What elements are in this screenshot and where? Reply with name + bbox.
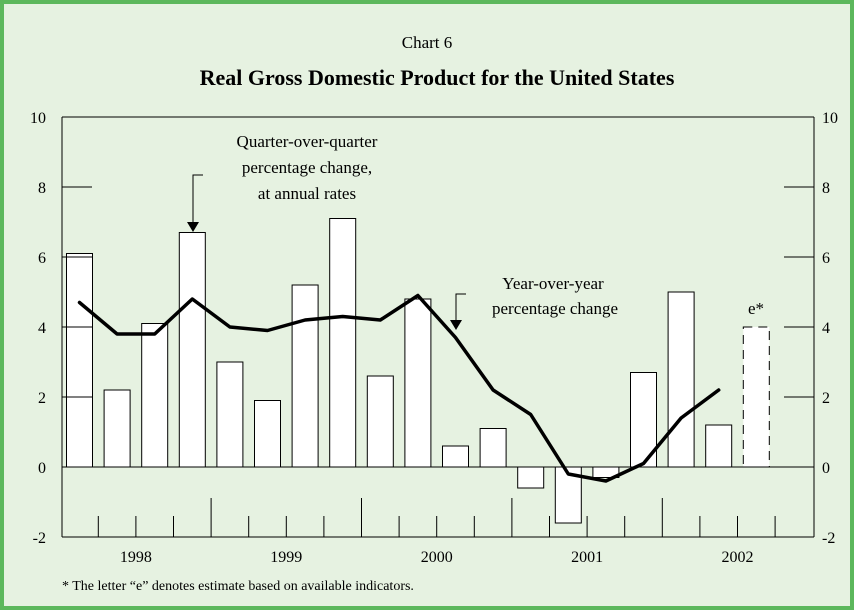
y-tick-label-left: 4 [38, 320, 46, 337]
line-annotation: Year-over-year percentage change [450, 274, 618, 330]
yoy-point [492, 389, 494, 391]
y-tick-label-right: 2 [822, 390, 830, 407]
y-tick-label-right: -2 [822, 530, 835, 547]
y-tick-label-left: 2 [38, 390, 46, 407]
bars-layer [66, 218, 770, 524]
yoy-point [417, 295, 419, 296]
y-tick-label-left: 0 [38, 460, 46, 477]
yoy-point [455, 337, 456, 338]
bar-label-leader [192, 174, 203, 224]
y-tick-label-right: 6 [822, 250, 830, 267]
y-tick-label-right: 4 [822, 320, 830, 337]
yoy-point [304, 319, 306, 321]
yoy-point [605, 480, 607, 482]
line-label-line-1: Year-over-year [502, 274, 604, 293]
bar-label-line-2: percentage change, [242, 158, 372, 177]
footnote: * The letter “e” denotes estimate based … [62, 579, 414, 594]
yoy-point [379, 319, 381, 321]
yoy-point [154, 333, 156, 335]
bar [329, 218, 357, 468]
estimate-marker: e* [748, 299, 764, 318]
bar-label-line-3: at annual rates [258, 184, 356, 203]
chart-title: Real Gross Domestic Product for the Unit… [200, 65, 675, 90]
y-tick-label-left: -2 [33, 530, 46, 547]
bar [254, 400, 281, 468]
bar [66, 253, 93, 468]
estimate-bar [742, 326, 770, 468]
yoy-point [342, 316, 344, 317]
line-layer [77, 293, 721, 483]
yoy-line [77, 293, 721, 483]
line-label-line-2: percentage change [492, 299, 618, 318]
yoy-point [116, 333, 118, 335]
yoy-point [79, 302, 80, 303]
bar [404, 298, 432, 468]
bar-label-line-1: Quarter-over-quarter [237, 132, 378, 151]
yoy-point [229, 326, 231, 328]
year-label: 2002 [722, 549, 754, 566]
yoy-point [680, 417, 682, 419]
y-tick-label-left: 6 [38, 250, 46, 267]
bar [667, 291, 695, 468]
year-label: 2000 [421, 549, 453, 566]
yoy-point [267, 330, 268, 331]
chart-number: Chart 6 [402, 33, 453, 52]
bar [705, 424, 733, 468]
line-label-arrowhead [450, 320, 462, 330]
y-tick-label-left: 10 [30, 110, 46, 127]
yoy-point [643, 463, 644, 464]
y-tick-label-right: 10 [822, 110, 838, 127]
y-tick-label-right: 8 [822, 180, 830, 197]
bar [442, 445, 469, 468]
bar [517, 466, 545, 489]
y-tick-label-left: 8 [38, 180, 46, 197]
yoy-point [191, 298, 193, 300]
bar [103, 389, 131, 468]
bar-annotation: Quarter-over-quarter percentage change, … [187, 132, 378, 232]
bar [479, 428, 507, 468]
axes-layer: -2 -2 0 0 2 2 4 4 6 6 8 8 10 10 1998 1999 2000 2001 2002 [30, 110, 838, 566]
year-label: 1999 [270, 549, 302, 566]
bar [141, 323, 169, 468]
yoy-point [530, 414, 532, 415]
year-label: 1998 [120, 549, 152, 566]
bar-label-arrowhead [187, 222, 199, 232]
yoy-point [567, 473, 569, 475]
bar [366, 375, 394, 468]
bar [178, 232, 206, 468]
bar [216, 361, 244, 468]
yoy-point [718, 389, 720, 391]
bar [291, 284, 319, 468]
year-label: 2001 [571, 549, 603, 566]
line-label-leader [455, 293, 466, 321]
y-tick-label-right: 0 [822, 460, 830, 477]
